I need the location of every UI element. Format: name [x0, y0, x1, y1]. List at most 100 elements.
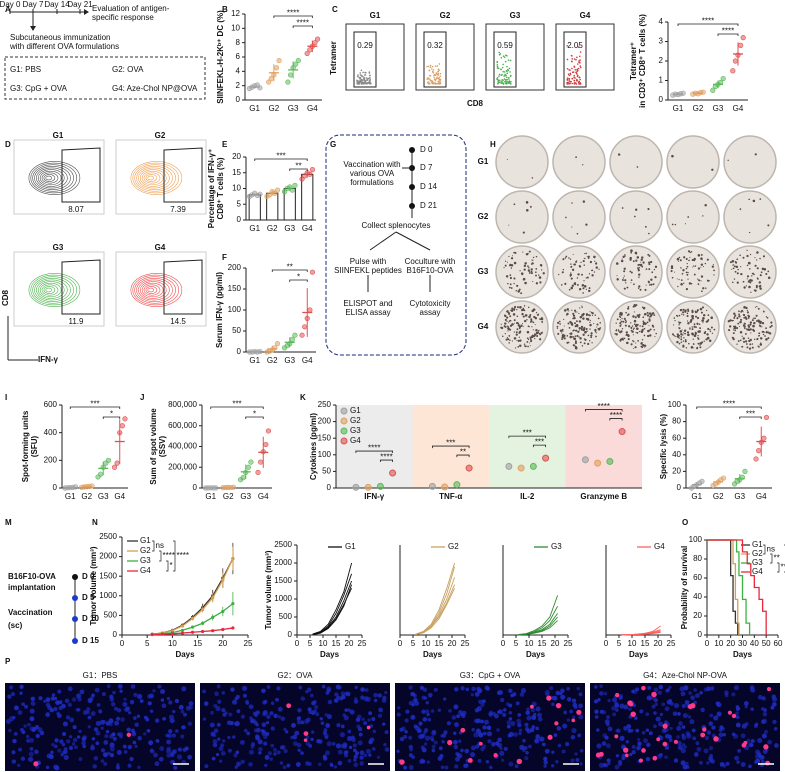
- x-tick-label: G3: [288, 104, 299, 113]
- nucleus: [248, 704, 254, 710]
- nucleus: [63, 747, 68, 752]
- event: [509, 59, 512, 62]
- event: [573, 74, 576, 77]
- spot: [647, 329, 650, 333]
- nucleus: [34, 725, 40, 730]
- label: G4: Aze-Chol NP@OVA: [112, 84, 198, 93]
- event: [510, 80, 512, 83]
- signal: [286, 703, 292, 709]
- nucleus: [292, 734, 298, 740]
- nucleus: [399, 727, 404, 732]
- y-axis-label: Tetramer⁺: [629, 42, 638, 80]
- spot: [704, 330, 707, 333]
- spot: [596, 332, 598, 334]
- y-tick-label: 1500: [274, 576, 292, 585]
- spot: [648, 318, 651, 321]
- label: (sc): [8, 621, 23, 630]
- nucleus: [686, 733, 692, 739]
- nucleus: [543, 756, 548, 762]
- spot: [520, 292, 523, 295]
- nucleus: [543, 764, 547, 768]
- nucleus: [481, 699, 486, 704]
- spot: [699, 342, 703, 345]
- point: [700, 89, 706, 95]
- label: Collect splenocytes: [362, 221, 431, 230]
- group-label: G2: [440, 11, 451, 20]
- spot: [751, 275, 753, 277]
- nucleus: [537, 716, 543, 722]
- nucleus: [61, 750, 66, 755]
- spot: [561, 334, 565, 337]
- nucleus: [265, 721, 270, 725]
- contour: [41, 172, 59, 184]
- x-tick-label: 20: [654, 639, 663, 648]
- spot: [516, 309, 518, 311]
- nucleus: [424, 727, 429, 733]
- group-label: G4: [580, 11, 591, 20]
- well: [495, 300, 549, 354]
- nucleus: [347, 758, 352, 763]
- significance-label: ***: [523, 429, 532, 438]
- spot: [678, 256, 681, 259]
- nucleus: [514, 764, 519, 769]
- event: [428, 82, 430, 85]
- spot: [624, 321, 627, 324]
- spot: [692, 266, 694, 268]
- nucleus: [453, 744, 459, 750]
- spot: [536, 335, 539, 338]
- spot: [747, 337, 750, 339]
- nucleus: [313, 699, 317, 704]
- point: [465, 464, 473, 472]
- spot: [689, 251, 691, 254]
- event: [578, 55, 581, 58]
- category-band: [412, 405, 489, 488]
- spot: [684, 310, 687, 313]
- nucleus: [149, 709, 154, 713]
- significance-label: ***: [781, 563, 785, 572]
- nucleus: [572, 702, 578, 708]
- spot: [506, 337, 509, 339]
- spot: [642, 321, 646, 325]
- event: [577, 67, 580, 70]
- spot: [504, 333, 506, 335]
- nucleus: [551, 702, 555, 706]
- event: [438, 77, 441, 79]
- nucleus: [95, 741, 100, 746]
- spot: [755, 286, 758, 289]
- signal: [763, 744, 769, 750]
- spot: [571, 226, 573, 228]
- signal: [303, 738, 308, 742]
- point: [735, 52, 741, 58]
- nucleus: [612, 697, 618, 703]
- spot: [589, 319, 591, 322]
- group-label: G3: [53, 243, 64, 252]
- spot: [758, 285, 761, 288]
- spot: [527, 325, 530, 327]
- spot: [534, 338, 536, 340]
- well: [495, 190, 549, 244]
- spot: [639, 288, 642, 291]
- nucleus: [719, 725, 724, 730]
- spot: [571, 202, 573, 204]
- flow-plot: [485, 23, 545, 91]
- nucleus: [520, 688, 527, 694]
- nucleus: [340, 724, 345, 729]
- marker: [170, 632, 174, 636]
- spot: [744, 340, 748, 343]
- spot: [522, 325, 524, 327]
- event: [579, 59, 581, 61]
- x-tick-label: G1: [691, 492, 702, 501]
- nucleus: [410, 714, 416, 720]
- nucleus: [683, 685, 689, 691]
- nucleus: [709, 746, 714, 751]
- y-tick-label: 0: [113, 630, 118, 639]
- spot: [752, 317, 754, 319]
- spot: [732, 337, 735, 340]
- spot: [741, 335, 743, 337]
- y-tick-label: 200: [44, 455, 58, 464]
- spot: [693, 273, 696, 276]
- panel-letter: K: [300, 393, 306, 402]
- nucleus: [55, 700, 60, 706]
- spot: [506, 158, 508, 161]
